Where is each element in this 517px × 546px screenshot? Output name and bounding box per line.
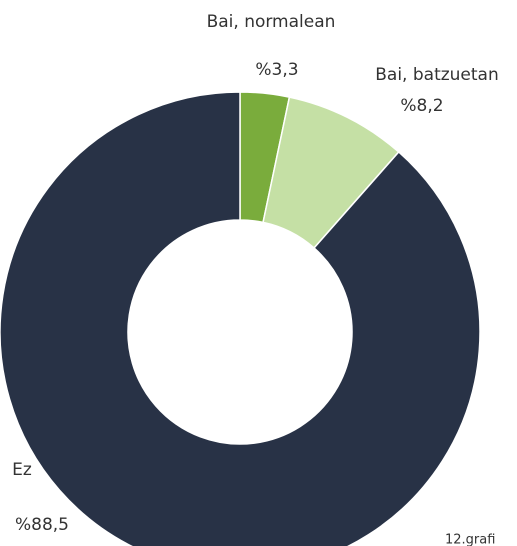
slice-label: Bai, normalean bbox=[207, 12, 336, 32]
slice-label: Bai, batzuetan bbox=[375, 65, 499, 85]
value-label: %8,2 bbox=[400, 96, 443, 116]
donut-slice bbox=[0, 91, 481, 546]
value-label: %88,5 bbox=[15, 515, 69, 535]
value-label: %3,3 bbox=[255, 60, 298, 80]
caption: 12.grafi bbox=[445, 533, 495, 546]
slice-label: Ez bbox=[12, 460, 32, 480]
